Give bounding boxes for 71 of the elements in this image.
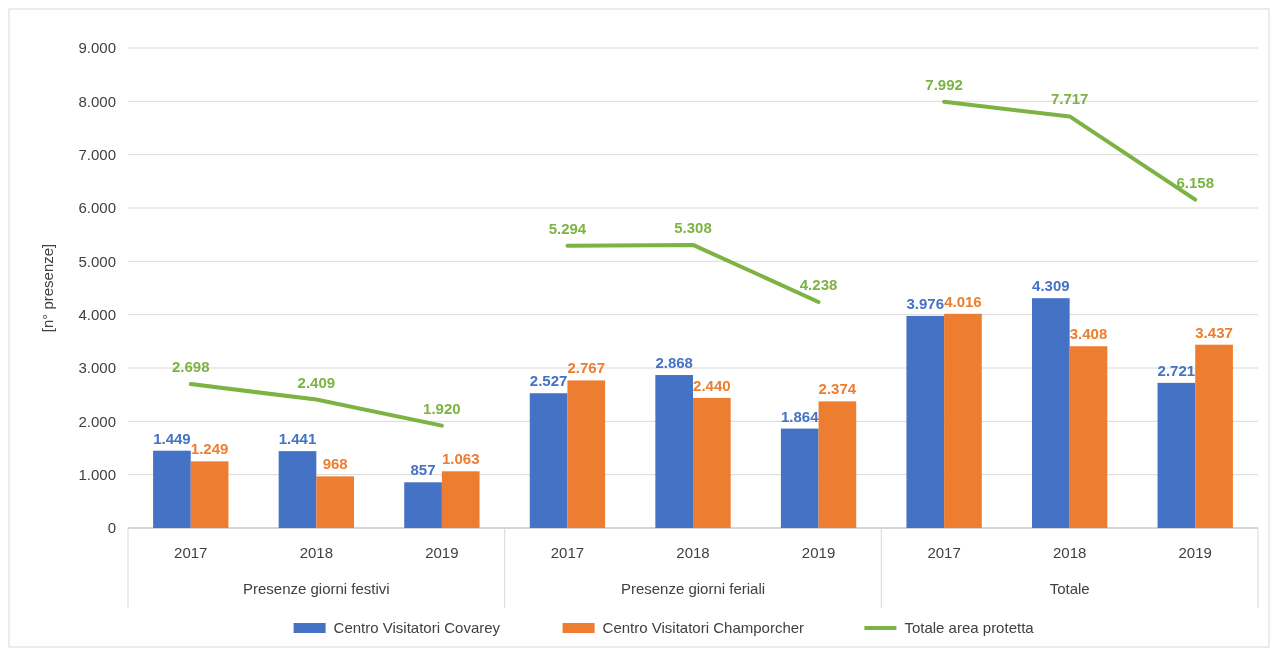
legend-label: Totale area protetta	[904, 619, 1035, 637]
text: Totale	[1049, 580, 1090, 597]
bar	[818, 401, 857, 528]
legend-label: Centro Visitatori Champorcher	[602, 619, 805, 637]
x-tick-label: 2019	[425, 544, 459, 561]
data-label: 4.016	[944, 292, 982, 310]
data-label: 2.527	[529, 372, 568, 390]
data-label: 1.063	[441, 450, 480, 468]
data-label: 3.437	[1195, 323, 1233, 341]
bar	[316, 476, 354, 528]
bar	[780, 428, 819, 528]
x-tick-label: 2017	[550, 544, 585, 561]
y-tick-label: 9.000	[78, 39, 116, 57]
bar	[1157, 382, 1196, 528]
data-label: 1.449	[153, 429, 191, 447]
x-tick-label: 2017	[174, 544, 208, 561]
data-label: 7.717	[1050, 90, 1089, 108]
bar	[441, 471, 480, 528]
bar	[944, 313, 982, 528]
x-tick-label: 2018	[676, 544, 710, 561]
data-label: 3.408	[1069, 325, 1108, 343]
data-label: 6.158	[1176, 173, 1214, 191]
data-label: 2.374	[818, 380, 857, 398]
bar	[1069, 346, 1108, 528]
data-label: 4.309	[1032, 277, 1070, 295]
y-tick-label: 2.000	[78, 412, 116, 430]
legend-label: Centro Visitatori Covarey	[333, 619, 501, 637]
data-label: 1.920	[423, 399, 461, 417]
x-tick-label: 2017	[927, 544, 961, 561]
data-label: 1.864	[780, 407, 820, 425]
y-tick-label: 7.000	[78, 145, 116, 163]
bar	[190, 461, 229, 528]
bar	[693, 397, 731, 528]
y-tick-label: 5.000	[78, 252, 116, 270]
x-tick-label: 2019	[801, 544, 836, 561]
data-label: 2.698	[172, 358, 210, 376]
y-tick-label: 0	[107, 519, 116, 537]
data-label: 5.308	[674, 218, 712, 236]
data-label: 1.249	[190, 440, 229, 458]
bar	[655, 375, 693, 528]
y-tick-label: 6.000	[78, 199, 116, 217]
data-label: 3.976	[906, 294, 945, 312]
data-label: 1.441	[278, 430, 317, 448]
x-tick-label: 2018	[299, 544, 334, 561]
data-label: 7.992	[925, 75, 963, 93]
bar	[153, 450, 191, 528]
y-axis-title: [n° presenze]	[39, 243, 56, 333]
data-label: 968	[322, 455, 348, 473]
data-label: 2.767	[567, 359, 606, 377]
data-label: 2.409	[297, 373, 336, 391]
x-tick-label: 2019	[1178, 544, 1212, 561]
data-label: 2.868	[655, 354, 693, 372]
bar	[1195, 344, 1233, 528]
bar	[529, 393, 568, 528]
text: Presenze giorni feriali	[620, 580, 766, 597]
data-label: 857	[410, 461, 436, 479]
data-label: 2.721	[1157, 361, 1196, 379]
data-label: 2.440	[693, 376, 731, 394]
text: Presenze giorni festivi	[242, 580, 390, 597]
bar	[567, 380, 606, 528]
data-label: 5.294	[548, 219, 587, 237]
y-tick-label: 1.000	[78, 465, 116, 483]
x-tick-label: 2018	[1052, 544, 1087, 561]
bar	[906, 315, 945, 528]
data-label: 4.238	[799, 275, 838, 293]
y-tick-label: 8.000	[78, 92, 116, 110]
bar	[404, 482, 442, 528]
bar	[1032, 298, 1070, 528]
bar	[278, 451, 317, 528]
y-tick-label: 3.000	[78, 359, 116, 377]
y-tick-label: 4.000	[78, 305, 116, 323]
